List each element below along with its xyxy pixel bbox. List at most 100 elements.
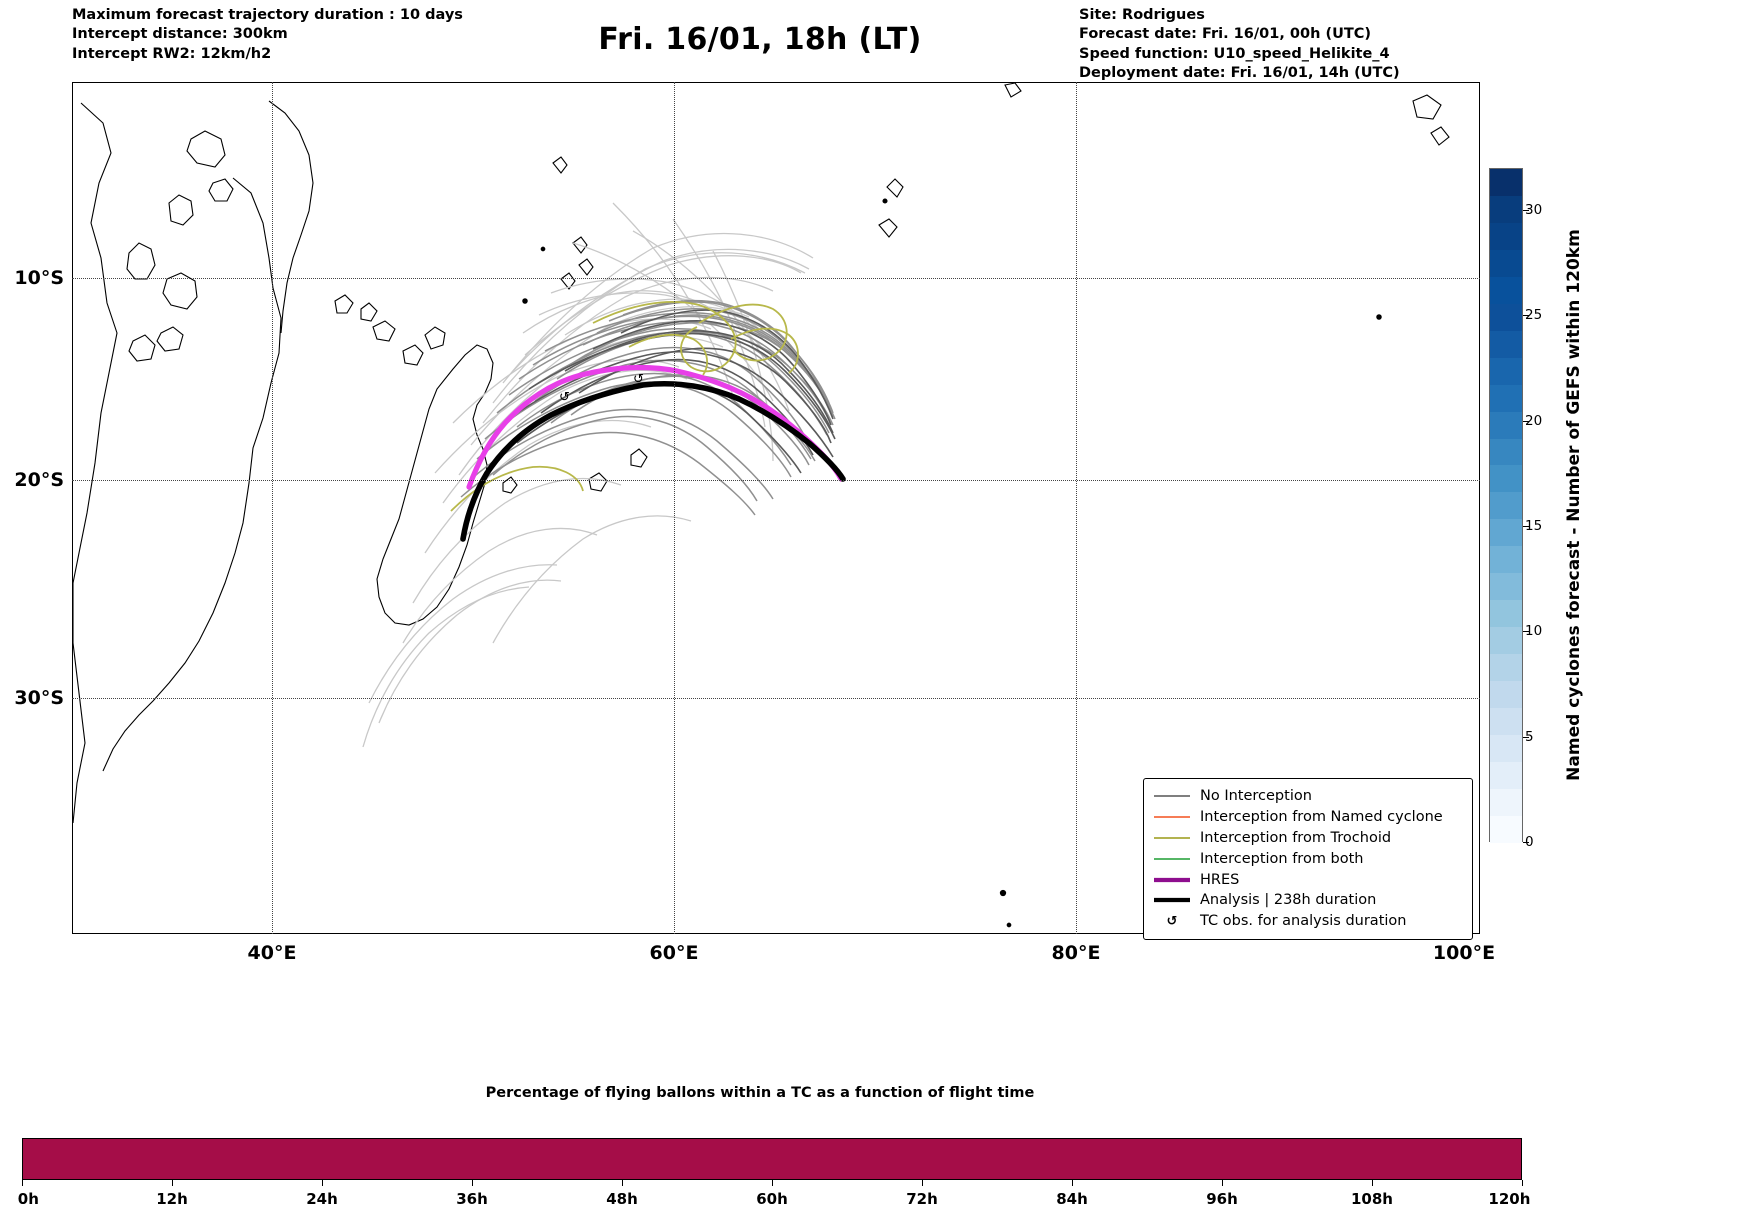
colorbar-segment [1490, 761, 1522, 789]
colorbar-tickmark [1523, 315, 1529, 317]
legend-item-no-interception[interactable]: No Interception [1152, 786, 1462, 807]
legend-label-named-cyclone: Interception from Named cyclone [1200, 809, 1443, 826]
colorbar-tick-label: 20 [1525, 412, 1543, 429]
trajectories-no-interception-light [362, 202, 814, 748]
colorbar-segment [1490, 249, 1522, 277]
analysis-track [460, 380, 846, 542]
colorbar-segment [1490, 465, 1522, 493]
flight-time-tickmark [922, 1180, 923, 1186]
colorbar-segment [1490, 384, 1522, 412]
tc-observation-markers: ↺ ↺ [559, 372, 644, 405]
legend-swatch-trochoid [1152, 834, 1192, 842]
header-left-line-3: Intercept RW2: 12km/h2 [72, 45, 272, 62]
colorbar-segment [1490, 627, 1522, 655]
colorbar-tick-label: 25 [1525, 307, 1543, 324]
colorbar-segment [1490, 708, 1522, 736]
legend-item-both[interactable]: Interception from both [1152, 848, 1462, 869]
flight-time-tick-label: 60h [756, 1190, 788, 1208]
colorbar-segment [1490, 735, 1522, 762]
map-xtick-label-60E: 60°E [649, 942, 699, 964]
colorbar-segment [1490, 222, 1522, 250]
flight-time-tickmark [22, 1180, 23, 1186]
header-deployment-date: Deployment date: Fri. 16/01, 14h (UTC) [1079, 64, 1400, 81]
flight-time-tickmark [1372, 1180, 1373, 1186]
colorbar-segment [1490, 600, 1522, 628]
flight-time-tickmark [172, 1180, 173, 1186]
gridline-lon-80 [1076, 82, 1077, 934]
colorbar-tick-label: 0 [1525, 834, 1534, 850]
map-ytick-label-30S: 30°S [14, 687, 64, 709]
flight-time-tickmark [622, 1180, 623, 1186]
cyclone-icon: ↺ [1166, 913, 1178, 929]
colorbar-segment [1490, 573, 1522, 601]
gridline-lat-10 [72, 278, 1480, 279]
map-legend[interactable]: No Interception Interception from Named … [1143, 778, 1473, 940]
colorbar-segment [1490, 411, 1522, 439]
header-left-info: Maximum forecast trajectory duration : 1… [72, 6, 463, 64]
header-forecast-date: Forecast date: Fri. 16/01, 00h (UTC) [1079, 26, 1372, 43]
colorbar[interactable]: 0 5 10 15 20 25 30 [1489, 168, 1542, 850]
map-xtick-label-40E: 40°E [247, 942, 297, 964]
flight-time-tickmark [472, 1180, 473, 1186]
legend-item-hres[interactable]: HRES [1152, 869, 1462, 890]
legend-label-analysis: Analysis | 238h duration [1200, 892, 1377, 909]
colorbar-segment [1490, 303, 1522, 331]
gridline-lon-40 [272, 82, 273, 934]
map-ytick-label-10S: 10°S [14, 267, 64, 289]
colorbar-segment [1490, 815, 1522, 843]
colorbar-segment [1490, 654, 1522, 682]
legend-label-trochoid: Interception from Trochoid [1200, 829, 1392, 846]
header-right-info: Site: Rodrigues Forecast date: Fri. 16/0… [1079, 6, 1400, 83]
colorbar-segment [1490, 276, 1522, 304]
colorbar-tickmark [1523, 842, 1529, 843]
colorbar-segment [1490, 195, 1522, 223]
colorbar-gradient [1489, 168, 1523, 843]
colorbar-label-text: Named cyclones forecast - Number of GEFS… [1564, 229, 1584, 781]
colorbar-tickmark [1523, 420, 1529, 422]
colorbar-tickmark [1523, 736, 1529, 738]
flight-time-bar[interactable] [22, 1138, 1522, 1180]
header-left-line-1: Maximum forecast trajectory duration : 1… [72, 7, 463, 23]
header-speed-function: Speed function: U10_speed_Helikite_4 [1079, 45, 1390, 62]
legend-item-trochoid[interactable]: Interception from Trochoid [1152, 828, 1462, 849]
colorbar-tick-label: 15 [1525, 518, 1543, 535]
colorbar-tickmark [1523, 526, 1529, 528]
bottom-bar-title: Percentage of flying ballons within a TC… [485, 1085, 1035, 1101]
colorbar-tick-label: 10 [1525, 623, 1543, 640]
map-ytick-label-20S: 20°S [14, 469, 64, 491]
colorbar-segment [1490, 169, 1522, 196]
flight-time-tick-label: 24h [306, 1190, 338, 1208]
colorbar-segment [1490, 330, 1522, 358]
legend-item-named-cyclone[interactable]: Interception from Named cyclone [1152, 807, 1462, 828]
flight-time-tick-label: 72h [906, 1190, 938, 1208]
legend-item-tc-obs[interactable]: ↺ TC obs. for analysis duration [1152, 911, 1462, 932]
flight-time-tick-label: 48h [606, 1190, 638, 1208]
flight-time-tickmark [772, 1180, 773, 1186]
colorbar-tickmark [1523, 631, 1529, 633]
legend-swatch-both [1152, 855, 1192, 863]
flight-time-tick-label: 12h [156, 1190, 188, 1208]
flight-time-tick-label: 120h [1488, 1190, 1531, 1208]
flight-time-tickmark [322, 1180, 323, 1186]
colorbar-tick-label: 5 [1525, 728, 1534, 745]
colorbar-segment [1490, 519, 1522, 547]
colorbar-segment [1490, 788, 1522, 816]
legend-label-both: Interception from both [1200, 850, 1364, 867]
flight-time-tick-label: 96h [1206, 1190, 1238, 1208]
flight-time-tickmark [1522, 1180, 1523, 1186]
svg-text:↺: ↺ [559, 390, 570, 405]
colorbar-tick-label: 30 [1525, 202, 1543, 219]
flight-time-tick-label: 108h [1351, 1190, 1393, 1208]
legend-swatch-no-interception [1152, 792, 1192, 800]
flight-time-bar-fill [23, 1139, 1521, 1179]
page-title: Fri. 16/01, 18h (LT) [598, 22, 922, 57]
colorbar-segment [1490, 546, 1522, 574]
legend-swatch-named-cyclone [1152, 813, 1192, 821]
legend-item-analysis[interactable]: Analysis | 238h duration [1152, 890, 1462, 911]
colorbar-segment [1490, 438, 1522, 466]
legend-label-tc-obs: TC obs. for analysis duration [1200, 913, 1407, 930]
trajectories-trochoid [450, 301, 799, 512]
map-vector-layer: ↺ ↺ [73, 83, 1450, 928]
colorbar-segment [1490, 681, 1522, 709]
legend-swatch-hres [1152, 876, 1192, 884]
